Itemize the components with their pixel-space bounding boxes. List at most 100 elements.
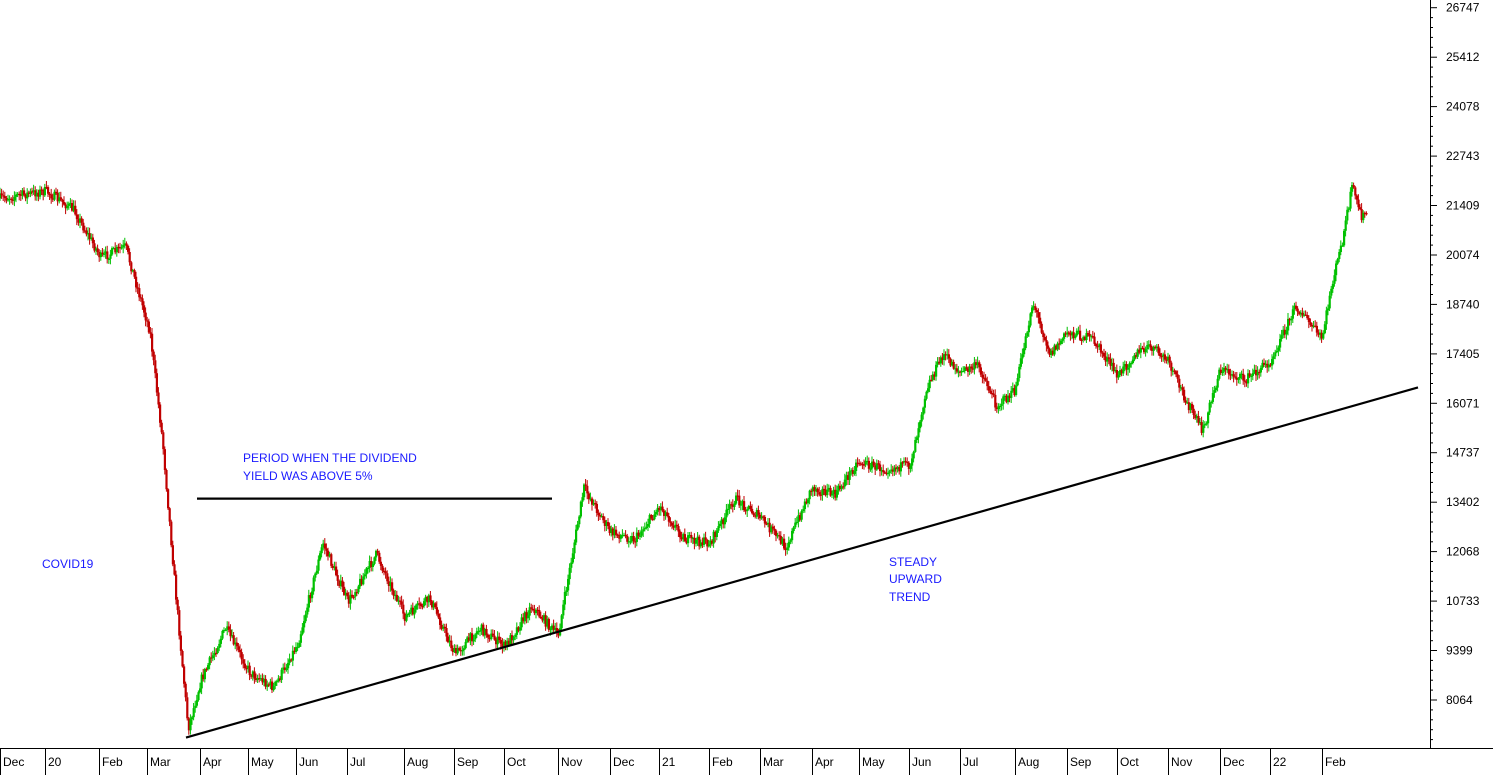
candle-body [751,508,754,514]
candle-body [295,647,298,652]
candle-body [1080,339,1083,341]
candle-body [1352,185,1355,188]
candle-body [664,512,667,516]
candle-body [512,636,515,641]
candle-body [1173,370,1176,372]
candle-body [877,463,880,465]
x-tick-label: Feb [1325,755,1346,769]
candle-body [605,522,608,526]
candle-body [1019,358,1022,367]
candle-body [735,495,738,504]
candle-body [79,218,82,223]
candle-body [632,536,635,542]
candle-body [535,609,538,614]
candle-body [592,503,595,505]
candle-body [1301,312,1304,316]
candle-body [61,199,64,202]
candle-body [175,574,178,600]
candle-body [805,501,808,504]
candle-body [1043,337,1046,340]
candle-body [146,320,149,322]
candle-body [117,246,120,249]
candle-body [658,507,661,511]
candle-body [565,590,568,592]
candle-body [1317,332,1320,335]
trend-label-line3: TREND [889,590,931,604]
candle-body [578,516,581,525]
candle-body [1248,373,1251,377]
candle-body [546,618,549,627]
candle-body [1120,370,1123,374]
candle-body [507,640,510,645]
candle-body [1042,332,1045,337]
candle-body [576,524,579,530]
candle-body [1183,389,1186,401]
candle-body [952,361,955,369]
candle-body [168,508,171,522]
candle-body [280,669,283,680]
candle-body [455,648,458,654]
candle-body [799,515,802,520]
trendlines [185,386,1419,739]
candle-body [421,606,424,608]
candle-body [927,388,930,392]
candle-body [239,649,242,653]
candle-body [848,471,851,480]
candle-body [520,617,523,628]
candle-body [651,518,654,520]
candle-body [283,667,286,671]
candle-body [1138,349,1141,353]
candle-body [1290,318,1293,321]
candle-body [925,391,928,399]
candle-body [645,526,648,529]
candle-body [367,567,370,570]
candle-body [1279,339,1282,348]
candle-body [87,233,90,235]
candle-body [1069,333,1072,336]
candle-body [1034,306,1037,311]
candle-body [344,592,347,595]
candle-body [298,642,301,647]
candle-body [983,377,986,379]
candle-body [933,374,936,377]
candle-body [82,222,85,231]
candle-body [240,652,243,660]
candle-body [1227,369,1230,375]
candle-body [1053,345,1056,355]
candle-body [32,190,35,192]
candle-body [891,469,894,472]
candle-body [467,637,470,641]
y-tick-label: 22743 [1446,149,1480,163]
candle-body [442,626,445,629]
candle-body [1090,336,1093,338]
candle-body [1011,388,1014,391]
candle-body [847,475,850,480]
candle-body [853,471,856,474]
candle-body [703,537,706,545]
candle-body [1114,370,1117,372]
candle-body [872,461,875,466]
candle-body [202,674,205,680]
candle-body [819,494,822,496]
candle-body [109,254,112,259]
candle-body [1115,370,1118,378]
candle-body [378,552,381,562]
candle-body [669,521,672,523]
candle-body [883,472,886,474]
candle-body [912,451,915,459]
candle-body [674,524,677,528]
candle-body [1064,333,1067,335]
candle-body [975,362,978,366]
candle-body [946,354,949,356]
candle-body [1143,348,1146,353]
candle-body [371,563,374,567]
candle-body [917,428,920,438]
candle-body [583,484,586,498]
candle-body [856,462,859,464]
candle-body [1123,364,1126,367]
candle-body [119,247,122,249]
candle-body [1039,317,1042,324]
candle-body [771,526,774,529]
candle-body [154,360,157,374]
x-tick-label: Jul [350,755,365,769]
